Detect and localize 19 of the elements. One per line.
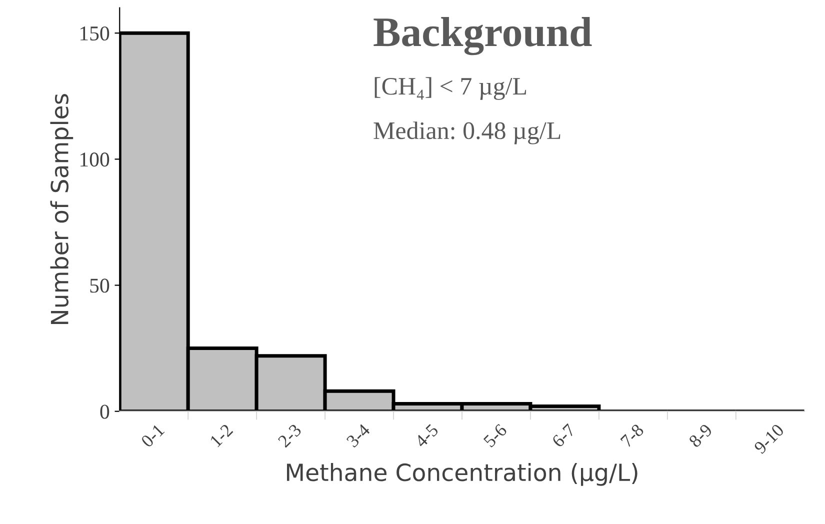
x-tick-label: 7-8 (620, 423, 644, 448)
y-tick-label: 0 (100, 404, 110, 419)
y-tick-label: 150 (80, 26, 110, 41)
x-tick-label: 1-2 (210, 424, 234, 448)
x-tick-label: 0-1 (140, 424, 165, 448)
y-tick-label: 100 (80, 152, 110, 167)
x-tick-label: 5-6 (483, 423, 508, 448)
x-tick-label: 2-3 (277, 423, 302, 448)
x-tick-label: 6-7 (551, 423, 576, 448)
x-tick-label: 8-9 (688, 423, 713, 448)
annotation: Background (374, 17, 592, 56)
x-axis-title: Methane Concentration (µg/L) (286, 462, 638, 486)
x-tick-label: 9-10 (753, 423, 785, 454)
annotation: Median: 0.48 µg/L (374, 122, 560, 144)
annotation: [CH₄] < 7 µg/L (374, 77, 526, 100)
y-axis-title: Number of Samples (50, 94, 74, 324)
x-tick-label: 4-5 (414, 423, 439, 448)
x-tick-label: 3-4 (346, 423, 371, 448)
y-tick-label: 50 (90, 278, 110, 293)
